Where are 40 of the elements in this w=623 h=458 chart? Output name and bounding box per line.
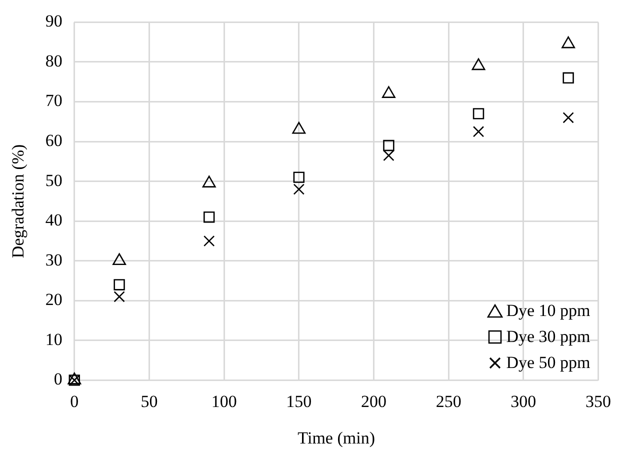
- point: [114, 291, 125, 302]
- point: [472, 108, 484, 120]
- point: [472, 58, 486, 70]
- x-tick-label: 200: [360, 392, 386, 411]
- point: [292, 122, 306, 134]
- y-tick-label: 90: [45, 12, 62, 31]
- legend-label: Dye 10 ppm: [506, 301, 590, 322]
- y-tick-label: 0: [54, 370, 62, 389]
- x-tick-label: 300: [510, 392, 536, 411]
- x-tick-label: 0: [70, 392, 79, 411]
- point: [472, 126, 484, 138]
- point: [562, 112, 574, 124]
- x-tick-label: 350: [586, 392, 611, 411]
- point: [202, 176, 216, 188]
- y-tick-label: 70: [45, 91, 62, 110]
- legend-label: Dye 50 ppm: [506, 353, 590, 374]
- x-tick-label: 250: [436, 392, 462, 411]
- y-tick-label: 30: [45, 250, 62, 270]
- y-tick-label: 20: [45, 290, 62, 310]
- y-axis-title: Degradation (%): [8, 144, 28, 258]
- x-tick-label: 50: [140, 392, 158, 411]
- point: [382, 86, 396, 98]
- point: [204, 212, 215, 223]
- y-tick-label: 60: [45, 131, 62, 150]
- point: [293, 172, 305, 183]
- point: [204, 235, 215, 247]
- y-tick-label: 40: [45, 210, 62, 230]
- x-axis-title: Time (min): [298, 428, 375, 448]
- point: [293, 184, 305, 195]
- point: [562, 36, 576, 48]
- y-tick-label: 50: [45, 170, 62, 190]
- point: [562, 72, 574, 84]
- x-tick-label: 100: [211, 392, 237, 411]
- x-tick-label: 150: [286, 392, 312, 411]
- legend-label: Dye 30 ppm: [506, 327, 590, 348]
- point: [383, 150, 394, 162]
- y-tick-label: 80: [45, 51, 62, 70]
- point: [383, 140, 394, 152]
- y-tick-label: 10: [45, 330, 62, 349]
- point: [114, 279, 125, 290]
